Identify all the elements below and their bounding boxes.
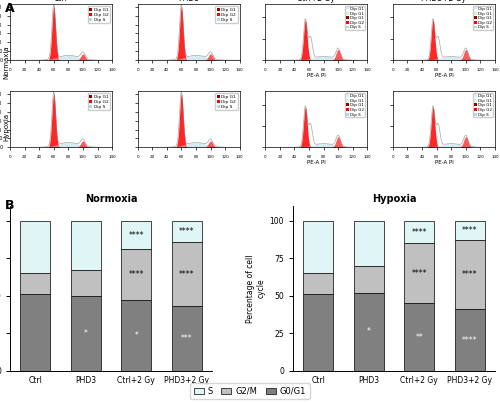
Text: *: * <box>367 327 370 336</box>
Text: *: * <box>134 331 138 340</box>
Bar <box>172 242 202 306</box>
Bar <box>70 296 101 371</box>
Bar <box>121 221 152 249</box>
Title: PHD3: PHD3 <box>178 0 199 3</box>
Legend: Dip G1, Dip G2, Dip S: Dip G1, Dip G2, Dip S <box>88 6 110 23</box>
Bar <box>121 249 152 300</box>
Bar <box>454 310 485 371</box>
Bar <box>70 270 101 296</box>
Bar <box>354 221 384 266</box>
Text: ****: **** <box>462 336 477 345</box>
Text: ***: *** <box>181 334 192 343</box>
Title: PHD3+2 Gy: PHD3+2 Gy <box>422 0 467 3</box>
Legend: Dip G1, Dip G1, Dip G1, Dip G2, Dip S: Dip G1, Dip G1, Dip G1, Dip G2, Dip S <box>472 6 493 30</box>
Text: A: A <box>5 2 15 15</box>
X-axis label: PE-A PI: PE-A PI <box>434 73 454 78</box>
Bar <box>20 273 50 294</box>
Legend: Dip G1, Dip G2, Dip S: Dip G1, Dip G2, Dip S <box>215 93 238 110</box>
Legend: Dip G1, Dip G1, Dip G1, Dip G2, Dip S: Dip G1, Dip G1, Dip G1, Dip G2, Dip S <box>345 6 366 30</box>
X-axis label: PE-A PI: PE-A PI <box>307 160 326 165</box>
Text: ****: **** <box>179 270 194 278</box>
Bar <box>172 306 202 371</box>
Bar <box>20 294 50 371</box>
Title: Ctrl: Ctrl <box>54 0 68 3</box>
Text: ****: **** <box>128 270 144 279</box>
X-axis label: PE-A PI: PE-A PI <box>307 73 326 78</box>
Bar <box>303 294 334 371</box>
Bar <box>121 300 152 371</box>
Bar <box>303 221 334 273</box>
Text: ****: **** <box>128 231 144 240</box>
Legend: S, G2/M, G0/G1: S, G2/M, G0/G1 <box>190 383 310 399</box>
Text: ****: **** <box>412 269 427 278</box>
Text: B: B <box>5 199 15 212</box>
Bar <box>20 221 50 273</box>
Bar <box>454 240 485 310</box>
Bar <box>70 221 101 270</box>
Text: ****: **** <box>412 228 427 237</box>
Text: Hypoxia: Hypoxia <box>4 113 10 141</box>
Text: ****: **** <box>179 227 194 236</box>
Legend: Dip G1, Dip G1, Dip G1, Dip G2, Dip S: Dip G1, Dip G1, Dip G1, Dip G2, Dip S <box>345 93 366 117</box>
Bar <box>303 273 334 294</box>
Bar <box>354 266 384 293</box>
Bar <box>354 293 384 371</box>
Bar <box>404 221 434 243</box>
Text: ****: **** <box>462 270 477 279</box>
Text: *: * <box>84 329 87 338</box>
Bar <box>404 243 434 303</box>
Bar <box>454 221 485 240</box>
Legend: Dip G1, Dip G2, Dip S: Dip G1, Dip G2, Dip S <box>215 6 238 23</box>
Title: Ctrl+2 Gy: Ctrl+2 Gy <box>298 0 335 3</box>
Bar <box>172 221 202 242</box>
Text: ****: **** <box>462 226 477 235</box>
Legend: Dip G1, Dip G2, Dip S: Dip G1, Dip G2, Dip S <box>88 93 110 110</box>
Bar <box>404 303 434 371</box>
Title: Normoxia: Normoxia <box>85 194 138 204</box>
X-axis label: PE-A PI: PE-A PI <box>434 160 454 165</box>
Y-axis label: Percentage of cell
cycle: Percentage of cell cycle <box>246 254 265 322</box>
Legend: Dip G1, Dip G1, Dip G1, Dip G2, Dip S: Dip G1, Dip G1, Dip G1, Dip G2, Dip S <box>472 93 493 117</box>
Text: **: ** <box>416 332 423 342</box>
Title: Hypoxia: Hypoxia <box>372 194 416 204</box>
Text: Normaxia: Normaxia <box>4 46 10 79</box>
